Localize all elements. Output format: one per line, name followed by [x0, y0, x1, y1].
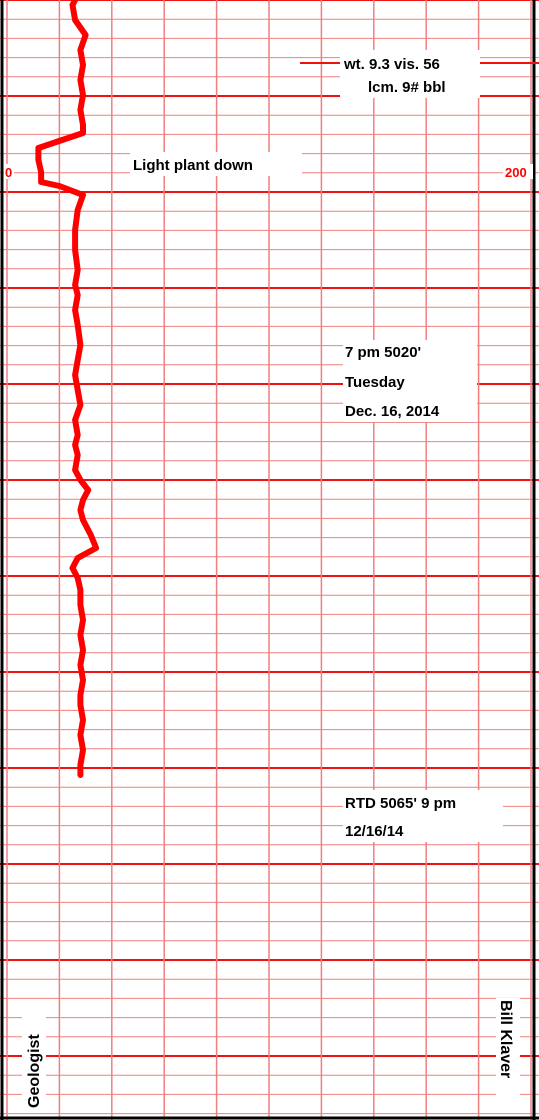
- geologist-label-bg: [22, 1010, 46, 1110]
- annotation-bg-rtd: [343, 790, 503, 842]
- annotation-7pm-line3: Dec. 16, 2014: [345, 403, 440, 420]
- annotation-bg-7pm: [343, 340, 477, 422]
- annotation-rtd-line1: RTD 5065' 9 pm: [345, 795, 456, 812]
- annotation-bg-wt: [340, 50, 480, 98]
- annotation-wt-line2: lcm. 9# bbl: [368, 79, 446, 96]
- annotation-wt-line1: wt. 9.3 vis. 56: [343, 56, 440, 73]
- annotation-light-plant: Light plant down: [133, 157, 253, 174]
- scale-label-right-bg: [503, 164, 533, 179]
- annotation-7pm-line1: 7 pm 5020': [345, 344, 421, 361]
- annotation-bg-light: [130, 152, 302, 176]
- right-signature-bg: [496, 998, 520, 1108]
- scale-label-left-bg: [4, 164, 14, 179]
- curve-layer: [35, 0, 100, 778]
- log-curve: [35, 0, 100, 778]
- right-signature-label: Bill Klaver: [497, 1000, 514, 1078]
- scale-label-left: 0: [5, 165, 12, 180]
- annotations: wt. 9.3 vis. 56 lcm. 9# bbl Light plant …: [4, 50, 539, 1110]
- annotation-7pm-line2: Tuesday: [345, 374, 405, 391]
- geologist-label: Geologist: [26, 1034, 43, 1108]
- annotation-rtd-line2: 12/16/14: [345, 823, 404, 840]
- scale-label-right: 200: [505, 165, 527, 180]
